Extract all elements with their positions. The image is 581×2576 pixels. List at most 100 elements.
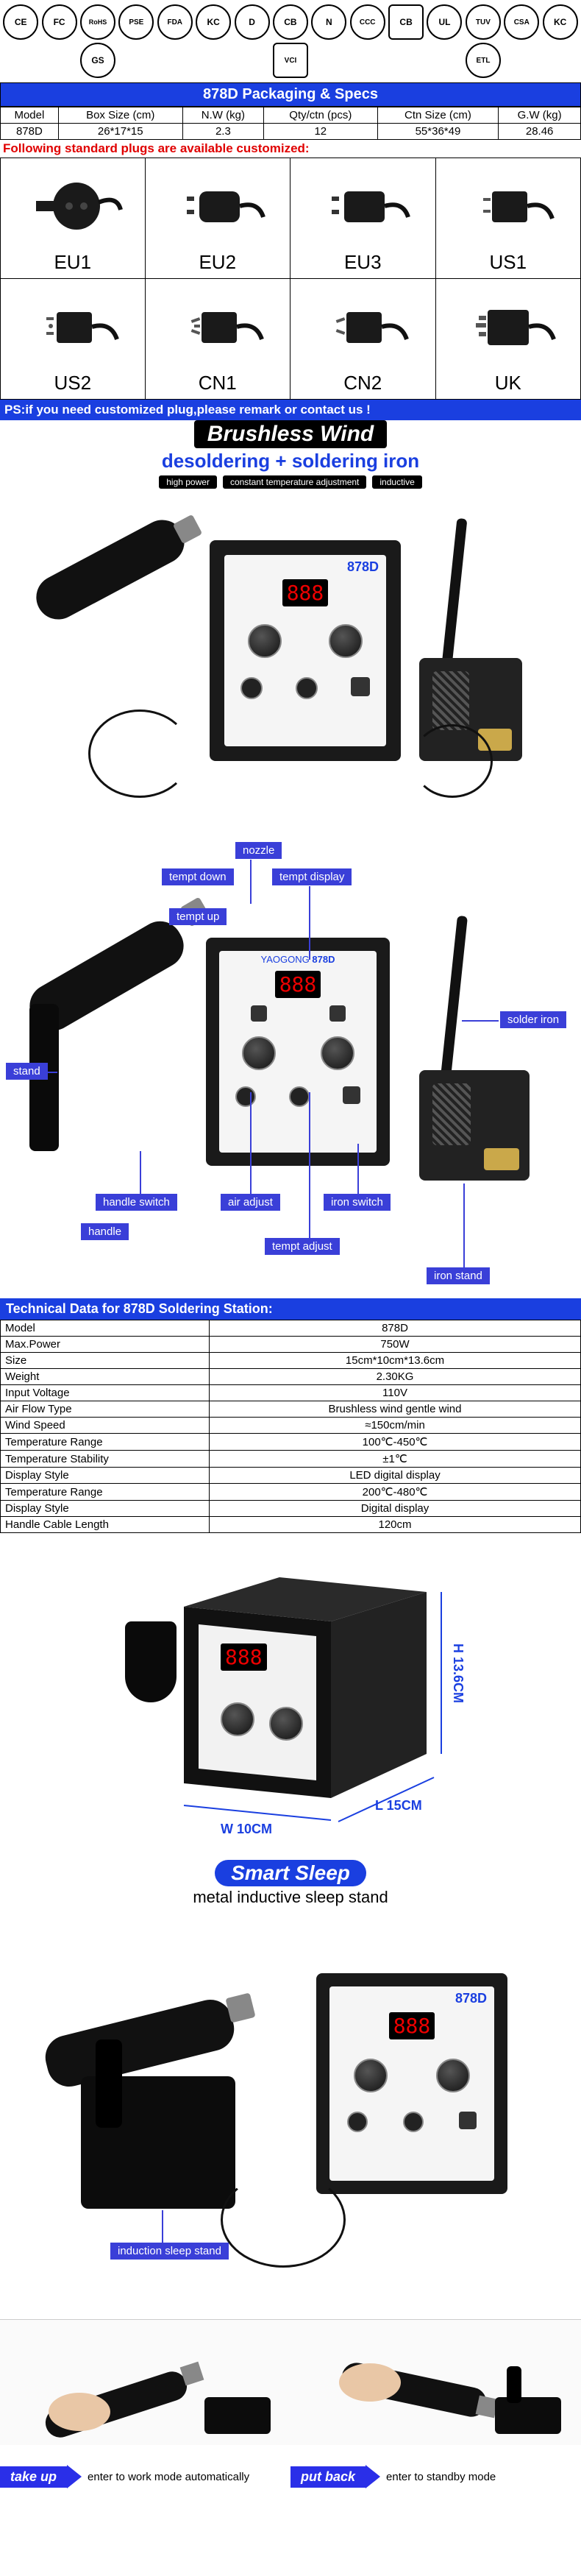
cert-ccc: CCC (350, 4, 385, 40)
label-nozzle: nozzle (235, 842, 282, 859)
cert-vci: VCI (273, 43, 308, 78)
port-handle (240, 677, 263, 699)
col-model: Model (1, 107, 59, 124)
cert-d: D (235, 4, 270, 40)
smart-sleep-sub: metal inductive sleep stand (0, 1888, 581, 1907)
btn-temp-up (251, 1005, 267, 1022)
take-up-text: enter to work mode automatically (82, 2471, 249, 2483)
label-tempt-adjust: tempt adjust (265, 1238, 340, 1255)
cert-kc: KC (196, 4, 231, 40)
cert-etl: ETL (466, 43, 501, 78)
model-badge: 878D (347, 559, 379, 574)
sleep-nozzle (225, 1992, 255, 2023)
take-up-cell: take up enter to work mode automatically (0, 2319, 290, 2488)
tag-high-power: high power (159, 475, 217, 489)
cert-gs: GS (80, 43, 115, 78)
diagram-knob-air (242, 1036, 276, 1070)
cert-cb: CB (273, 4, 308, 40)
arrow-icon (366, 2465, 380, 2488)
packaging-table: Model Box Size (cm) N.W (kg) Qty/ctn (pc… (0, 107, 581, 140)
col-ctnsize: Ctn Size (cm) (377, 107, 499, 124)
power-switch (351, 677, 370, 696)
plug-cn2: CN2 (290, 279, 436, 400)
dimensions-stage: 888 W 10CM L 15CM H 13.6CM (0, 1533, 581, 1857)
dim-h: H 13.6CM (450, 1643, 466, 1703)
dim-led: 888 (221, 1643, 267, 1671)
diagram-iron-stand (419, 1070, 530, 1181)
smart-sleep-title-wrap: Smart Sleep (0, 1860, 581, 1886)
dim-holder (125, 1621, 177, 1702)
plug-us2: US2 (0, 279, 146, 400)
hot-air-handle (29, 512, 192, 627)
plug-grid: EU1 EU2 EU3 US1 US2 CN1 CN2 UK (0, 158, 581, 400)
brushless-title-wrap: Brushless Wind (0, 420, 581, 448)
table-row: Handle Cable Length120cm (1, 1517, 581, 1533)
cert-rohs: RoHS (80, 4, 115, 40)
table-row: Max.Power750W (1, 1337, 581, 1353)
diagram-knob-temp (321, 1036, 354, 1070)
table-row: Temperature Stability±1℃ (1, 1451, 581, 1468)
table-row: Temperature Range200℃-480℃ (1, 1484, 581, 1501)
label-sleep-stand: induction sleep stand (110, 2243, 229, 2260)
led-display: 888 (282, 579, 329, 606)
cert-tuv: TUV (466, 4, 501, 40)
table-row: Display StyleLED digital display (1, 1468, 581, 1484)
table-row: Air Flow TypeBrushless wind gentle wind (1, 1401, 581, 1418)
take-up-badge: take up (0, 2466, 67, 2488)
plug-uk: UK (436, 279, 581, 400)
plug-eu1: EU1 (0, 158, 146, 279)
dim-w: W 10CM (221, 1822, 272, 1837)
label-handle-switch: handle switch (96, 1194, 177, 1211)
put-back-text: enter to standby mode (380, 2471, 496, 2483)
port-iron (296, 677, 318, 699)
cert-pse: PSE (118, 4, 154, 40)
table-row: Weight2.30KG (1, 1369, 581, 1385)
cert-fc: FC (42, 4, 77, 40)
brushless-tags: high power constant temperature adjustme… (0, 475, 581, 489)
label-tempt-up: tempt up (169, 908, 227, 925)
tag-const-temp: constant temperature adjustment (223, 475, 366, 489)
table-row: Size15cm*10cm*13.6cm (1, 1353, 581, 1369)
certification-row: CE FC RoHS PSE FDA KC D CB N CCC CB UL T… (0, 0, 581, 82)
tech-header: Technical Data for 878D Soldering Statio… (0, 1298, 581, 1320)
plug-eu2: EU2 (146, 158, 291, 279)
cert-cb2: CB (388, 4, 424, 40)
arrow-icon (67, 2465, 82, 2488)
plug-us1: US1 (436, 158, 581, 279)
sleep-stand-base (81, 2076, 235, 2209)
packaging-header: 878D Packaging & Specs (0, 82, 581, 107)
col-boxsize: Box Size (cm) (58, 107, 182, 124)
label-iron-stand: iron stand (427, 1267, 490, 1284)
cert-ce: CE (3, 4, 38, 40)
knob-air (248, 624, 282, 658)
knob-temp (329, 624, 363, 658)
btn-temp-down (329, 1005, 346, 1022)
table-row: Temperature Range100℃-450℃ (1, 1434, 581, 1451)
label-stand: stand (6, 1063, 48, 1080)
col-nw: N.W (kg) (182, 107, 263, 124)
ps-banner: PS:if you need customized plug,please re… (0, 400, 581, 420)
sleep-station: 878D 888 (316, 1973, 507, 2194)
cert-kc2: KC (543, 4, 578, 40)
hero-stage: 878D 888 (0, 489, 581, 827)
label-tempt-display: tempt display (272, 868, 352, 885)
diagram-station: YAOGONG 878D 888 (206, 938, 390, 1166)
tech-table: Model878DMax.Power750WSize15cm*10cm*13.6… (0, 1320, 581, 1533)
station-body: 878D 888 (210, 540, 401, 761)
label-iron-switch: iron switch (324, 1194, 391, 1211)
table-row: Wind Speed≈150cm/min (1, 1418, 581, 1434)
cert-csa: CSA (504, 4, 539, 40)
plug-eu3: EU3 (290, 158, 436, 279)
smart-sleep-title: Smart Sleep (215, 1860, 366, 1886)
put-back-illustration (304, 2324, 568, 2441)
plug-banner: Following standard plugs are available c… (0, 140, 581, 158)
brushless-sub: desoldering + soldering iron (0, 450, 581, 473)
table-row: Model Box Size (cm) N.W (kg) Qty/ctn (pc… (1, 107, 581, 124)
put-back-cell: put back enter to standby mode (290, 2319, 581, 2488)
iso-illustration (0, 1533, 581, 1857)
table-row: Display StyleDigital display (1, 1501, 581, 1517)
brushless-title: Brushless Wind (194, 420, 387, 448)
label-air-adjust: air adjust (221, 1194, 280, 1211)
sleep-stage: 878D 888 induction sleep stand (0, 1907, 581, 2319)
dim-l: L 15CM (375, 1798, 422, 1814)
